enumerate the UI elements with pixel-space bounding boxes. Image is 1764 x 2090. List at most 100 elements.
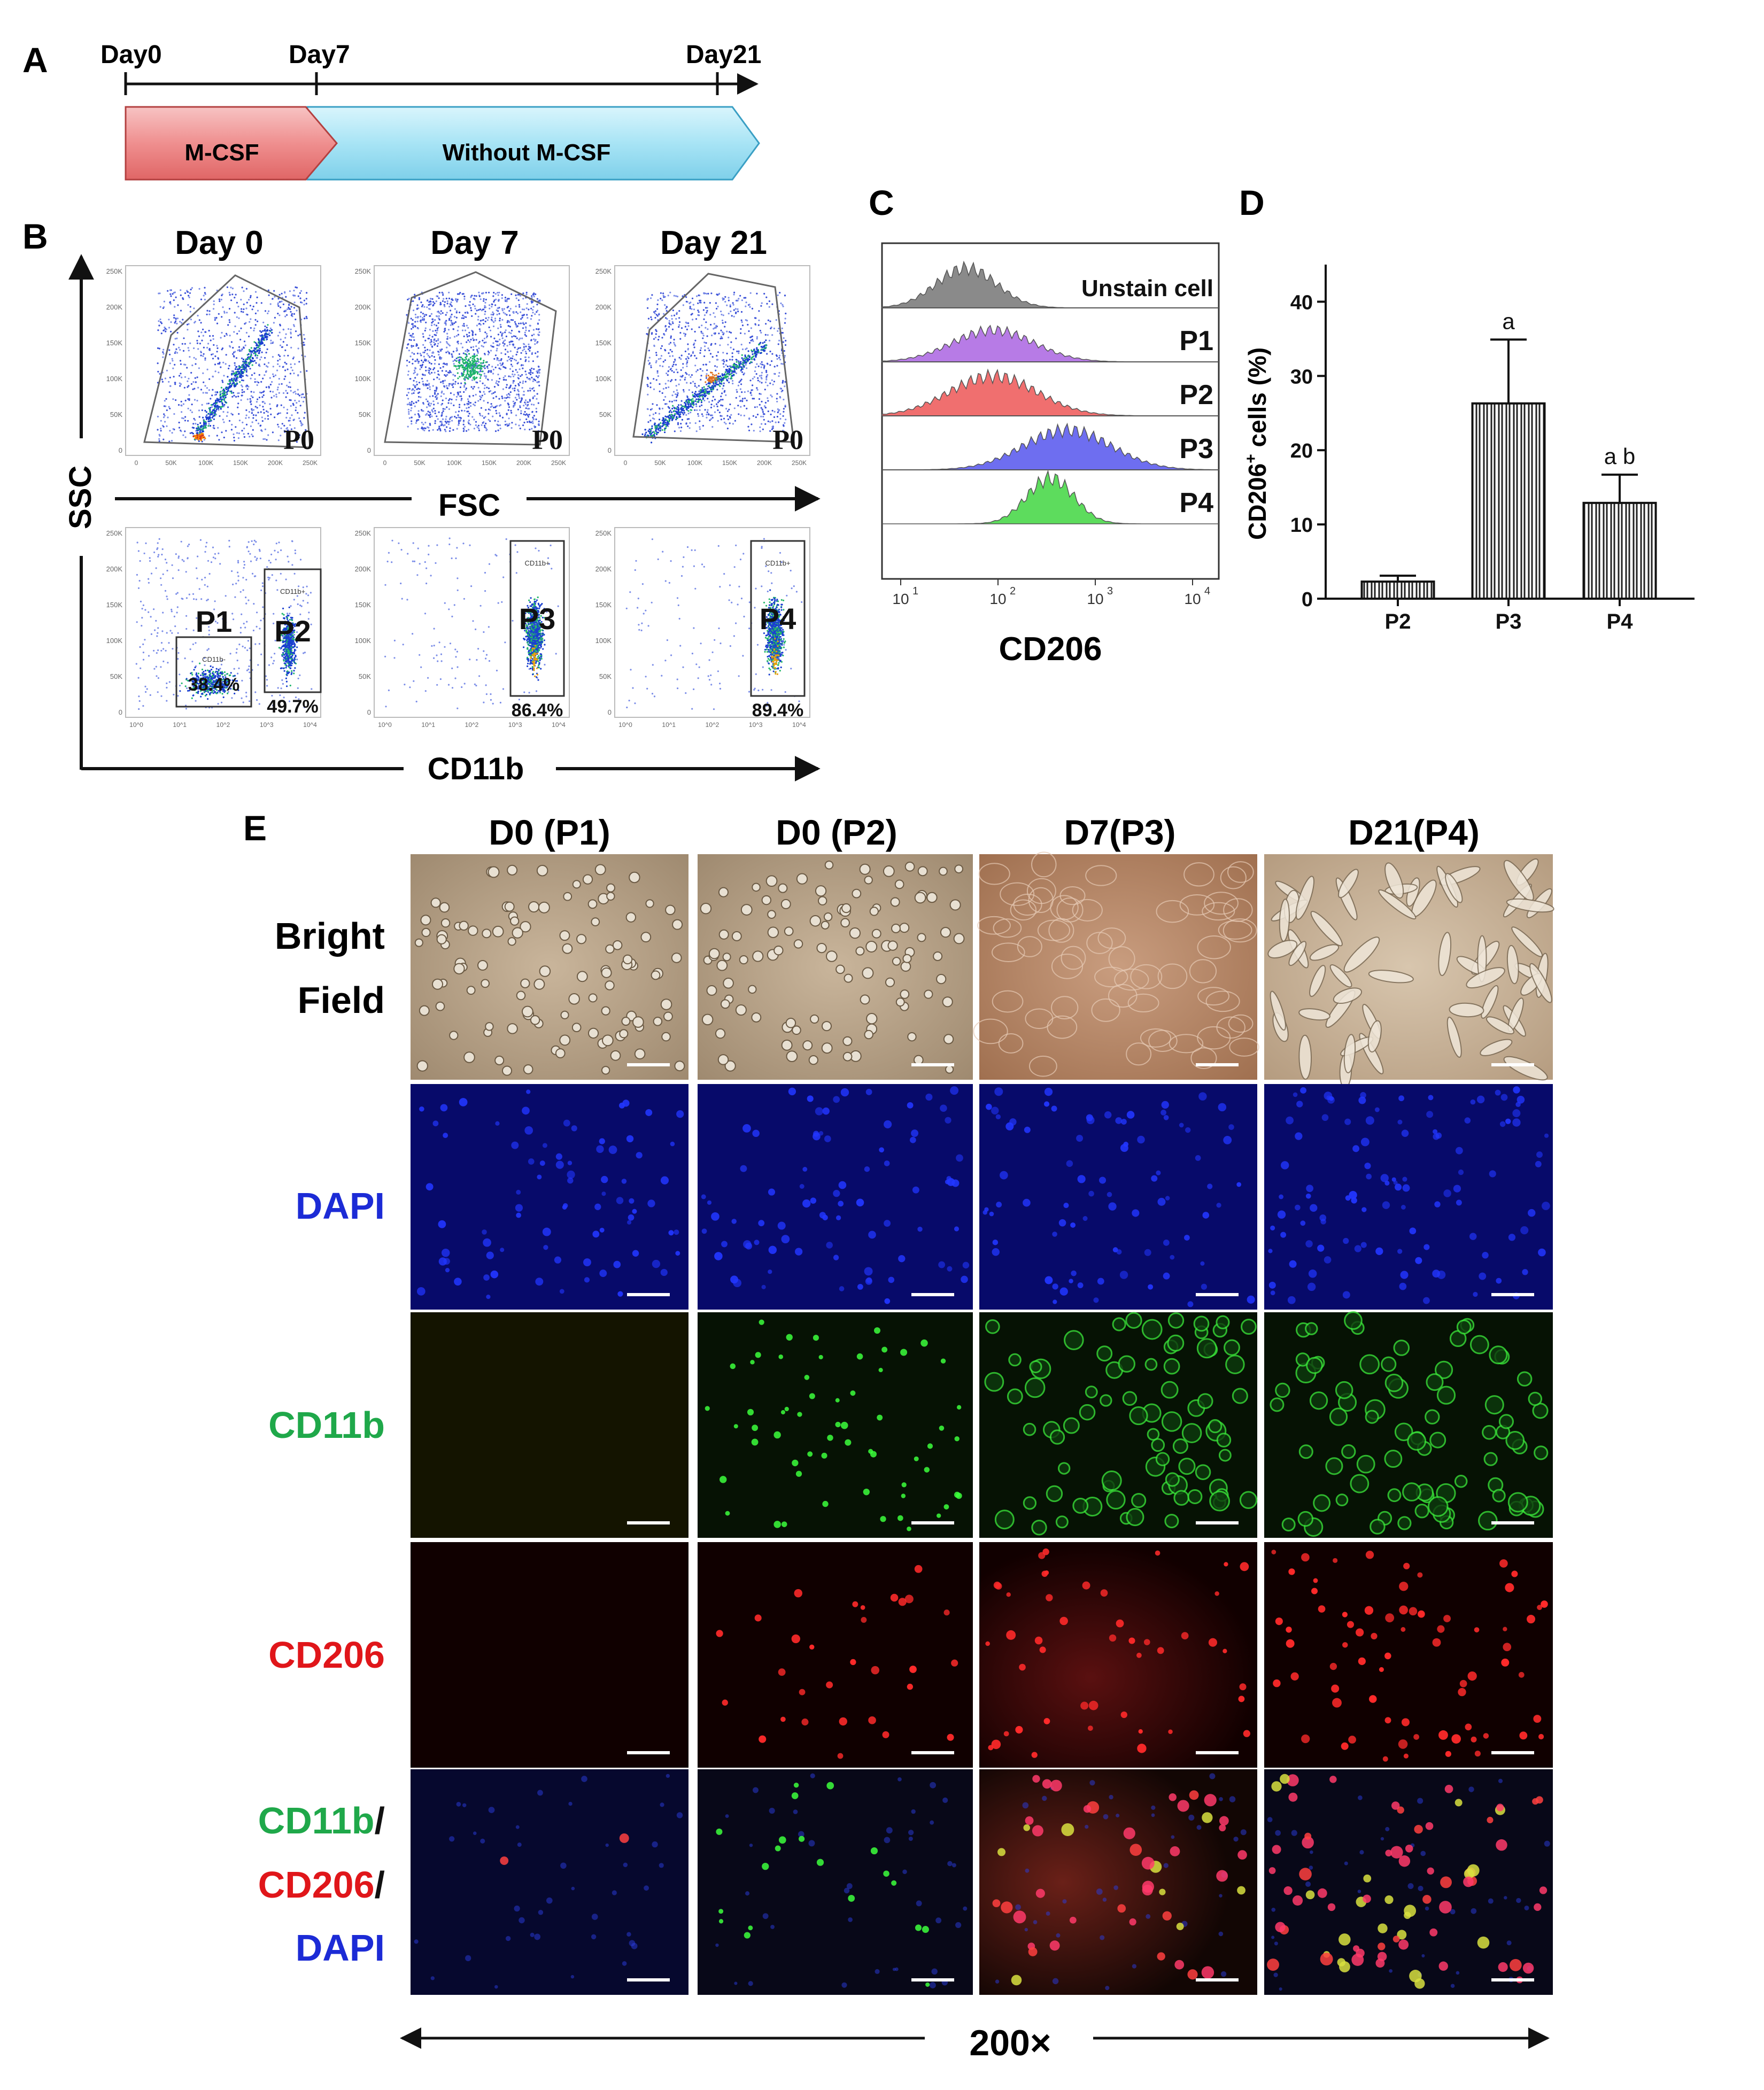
- event-dot: [157, 370, 159, 373]
- event-dot: [687, 349, 689, 351]
- event-dot: [265, 352, 267, 354]
- event-dot: [689, 399, 691, 401]
- event-dot: [450, 402, 452, 405]
- event-dot: [725, 359, 728, 362]
- event-dot: [765, 339, 767, 342]
- event-dot: [514, 390, 516, 392]
- event-dot: [494, 430, 497, 432]
- event-dot: [757, 377, 759, 379]
- event-dot: [649, 414, 651, 416]
- event-dot: [686, 328, 688, 331]
- event-dot: [680, 358, 682, 360]
- event-dot: [537, 430, 539, 432]
- event-dot: [667, 424, 669, 426]
- event-dot: [446, 338, 448, 340]
- event-dot: [197, 432, 199, 434]
- event-dot: [181, 417, 183, 419]
- event-dot: [164, 400, 166, 402]
- event-dot: [492, 342, 494, 344]
- event-dot: [504, 339, 506, 342]
- event-dot: [172, 398, 174, 400]
- event-dot: [188, 296, 190, 299]
- event-dot: [421, 409, 423, 411]
- event-dot: [457, 343, 460, 345]
- event-dot: [532, 309, 534, 311]
- event-dot: [261, 351, 263, 353]
- event-dot: [432, 400, 435, 402]
- event-dot: [261, 416, 263, 419]
- event-dot: [509, 343, 511, 346]
- event-dot: [760, 407, 762, 409]
- event-dot: [687, 410, 690, 412]
- event-dot: [184, 420, 186, 422]
- event-dot: [222, 361, 225, 363]
- event-dot: [142, 659, 145, 661]
- event-dot: [721, 319, 724, 322]
- event-dot: [756, 338, 758, 340]
- event-dot: [519, 381, 521, 384]
- event-dot: [288, 561, 290, 563]
- event-dot: [431, 322, 433, 324]
- event-dot: [708, 414, 710, 416]
- event-dot: [434, 410, 436, 412]
- event-dot: [655, 333, 657, 335]
- event-dot: [509, 376, 512, 378]
- event-dot: [755, 366, 757, 368]
- event-dot: [655, 336, 657, 339]
- event-dot: [523, 413, 525, 415]
- event-dot: [531, 388, 533, 390]
- event-dot: [531, 376, 533, 379]
- event-dot: [778, 371, 780, 374]
- event-dot: [703, 399, 706, 401]
- event-dot: [692, 351, 694, 353]
- event-dot: [706, 335, 708, 337]
- event-dot: [235, 583, 237, 585]
- event-dot: [235, 357, 238, 359]
- event-dot: [432, 385, 434, 387]
- event-dot: [680, 369, 682, 371]
- event-dot: [225, 396, 227, 399]
- event-dot: [192, 427, 195, 429]
- event-dot: [208, 389, 210, 391]
- y-tick-label: 100K: [355, 375, 372, 383]
- event-dot: [478, 429, 481, 431]
- event-dot: [212, 308, 215, 310]
- event-dot: [266, 329, 268, 331]
- event-dot: [291, 369, 293, 371]
- event-dot: [505, 397, 507, 399]
- event-dot: [159, 306, 161, 308]
- event-dot: [415, 422, 417, 424]
- event-dot: [213, 402, 215, 405]
- event-dot: [487, 353, 490, 355]
- event-dot: [752, 355, 755, 358]
- event-dot: [443, 298, 445, 300]
- event-dot: [237, 392, 239, 394]
- event-dot: [694, 385, 696, 387]
- event-dot: [466, 404, 469, 406]
- event-dot: [508, 358, 510, 361]
- event-dot: [212, 412, 214, 414]
- event-dot: [709, 314, 711, 316]
- event-dot: [691, 297, 694, 299]
- day-title-0: Day 0: [175, 225, 263, 261]
- event-dot: [194, 377, 196, 379]
- event-dot: [502, 376, 505, 379]
- event-dot: [479, 377, 482, 379]
- event-dot: [422, 423, 424, 425]
- event-dot: [506, 306, 508, 308]
- event-dot: [739, 400, 741, 402]
- event-dot: [499, 331, 502, 334]
- event-dot: [446, 374, 448, 376]
- event-dot: [213, 412, 215, 414]
- event-dot: [498, 291, 500, 293]
- event-dot: [664, 422, 667, 424]
- event-dot: [499, 377, 501, 380]
- event-dot: [199, 425, 202, 428]
- event-dot: [769, 421, 771, 423]
- event-dot: [698, 398, 700, 400]
- event-dot: [230, 299, 233, 301]
- event-dot: [229, 321, 231, 323]
- event-dot: [671, 419, 673, 421]
- event-dot: [470, 373, 473, 376]
- event-dot: [277, 354, 280, 356]
